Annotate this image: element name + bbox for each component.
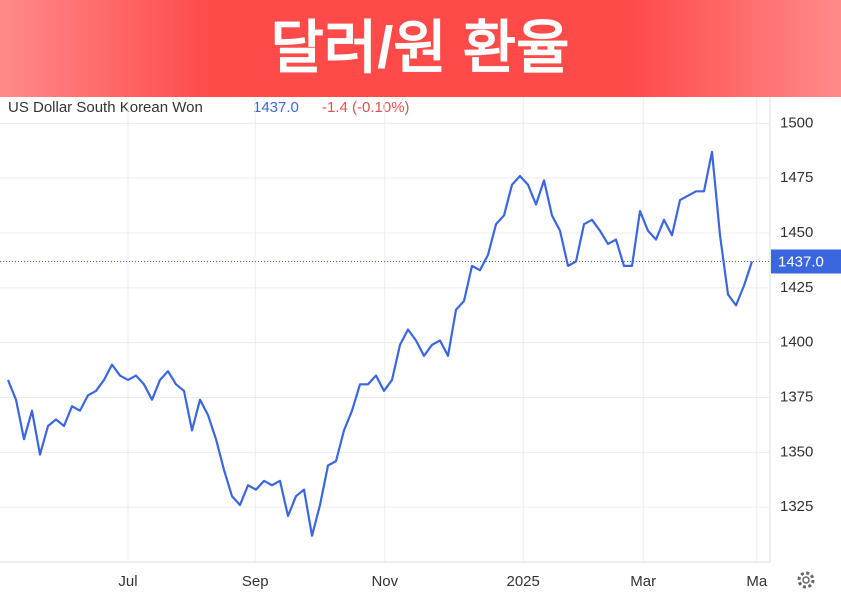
y-tick-label: 1400 (780, 334, 813, 351)
settings-icon[interactable] (797, 571, 815, 589)
x-tick-label: Ma (746, 573, 767, 590)
y-tick-label: 1475 (780, 169, 813, 186)
y-tick-label: 1425 (780, 279, 813, 296)
y-tick-label: 1325 (780, 498, 813, 515)
y-tick-label: 1500 (780, 114, 813, 131)
x-tick-label: Nov (371, 573, 398, 590)
title-banner (0, 0, 841, 97)
legend-name: US Dollar South Korean Won (8, 99, 203, 116)
x-tick-label: 2025 (507, 573, 540, 590)
y-tick-label: 1450 (780, 224, 813, 241)
price-line (6, 150, 754, 537)
legend-price: 1437.0 (253, 99, 299, 116)
legend-change: -1.4 (-0.10%) (322, 99, 410, 116)
y-tick-label: 1375 (780, 388, 813, 405)
y-tick-label: 1350 (780, 443, 813, 460)
x-tick-label: Jul (118, 573, 137, 590)
last-price-label: 1437.0 (778, 253, 824, 270)
x-tick-label: Sep (242, 573, 269, 590)
last-price-tag (771, 249, 841, 274)
x-tick-label: Mar (630, 573, 656, 590)
chart-title: 달러/원 환율 (270, 15, 569, 80)
